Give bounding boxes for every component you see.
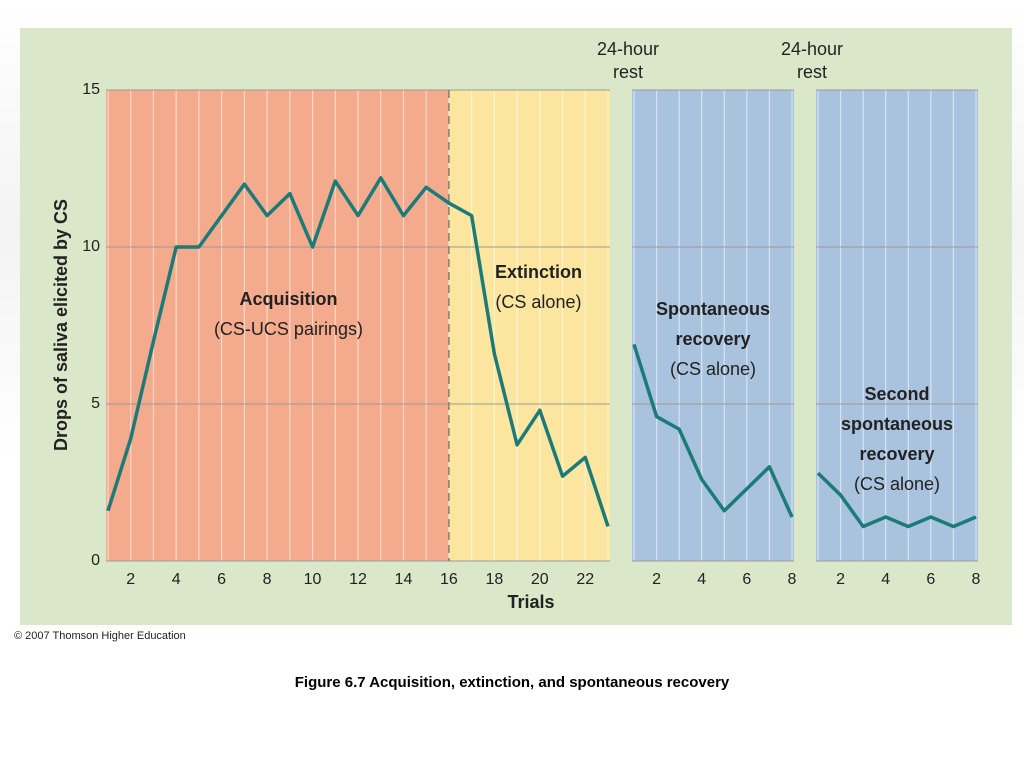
x-tick-label: 2: [126, 571, 135, 588]
y-tick-label: 0: [91, 552, 100, 569]
x-tick-label: 12: [349, 571, 367, 588]
x-tick-label: 6: [926, 571, 935, 588]
x-tick-label: 6: [217, 571, 226, 588]
y-axis-label: Drops of saliva elicited by CS: [51, 199, 71, 451]
region-note: (CS-UCS pairings): [214, 319, 363, 339]
caption: Figure 6.7 Acquisition, extinction, and …: [295, 674, 730, 691]
x-tick-label: 4: [697, 571, 706, 588]
region-title: recovery: [675, 329, 750, 349]
region-note: (CS alone): [670, 359, 756, 379]
x-tick-label: 20: [531, 571, 549, 588]
rest-label: 24-hour: [781, 39, 843, 59]
region-note: (CS alone): [495, 292, 581, 312]
region-title: Acquisition: [239, 289, 337, 309]
x-tick-label: 4: [881, 571, 890, 588]
region-title: Spontaneous: [656, 299, 770, 319]
x-tick-label: 2: [652, 571, 661, 588]
x-tick-label: 14: [395, 571, 413, 588]
x-tick-label: 4: [172, 571, 181, 588]
copyright: © 2007 Thomson Higher Education: [14, 630, 186, 642]
x-tick-label: 8: [788, 571, 797, 588]
region-note: (CS alone): [854, 474, 940, 494]
rest-label: 24-hour: [597, 39, 659, 59]
x-tick-label: 2: [836, 571, 845, 588]
y-tick-label: 10: [82, 238, 100, 255]
x-tick-label: 18: [485, 571, 503, 588]
region-title: recovery: [859, 444, 934, 464]
region-title: Extinction: [495, 262, 582, 282]
region-background: [448, 90, 610, 561]
x-tick-label: 10: [304, 571, 322, 588]
x-axis-label: Trials: [507, 592, 554, 612]
rest-label: rest: [613, 62, 643, 82]
region-background: [106, 90, 449, 561]
x-tick-label: 6: [742, 571, 751, 588]
region-title: spontaneous: [841, 414, 953, 434]
x-tick-label: 8: [263, 571, 272, 588]
y-tick-label: 5: [91, 395, 100, 412]
x-tick-label: 8: [972, 571, 981, 588]
data-line: [816, 471, 977, 529]
region-title: Second: [864, 384, 929, 404]
data-line: [632, 343, 794, 518]
data-line: [106, 176, 610, 528]
x-tick-label: 22: [576, 571, 594, 588]
x-tick-label: 16: [440, 571, 458, 588]
region-background: [632, 90, 794, 561]
y-tick-label: 15: [82, 81, 100, 98]
rest-label: rest: [797, 62, 827, 82]
region-background: [816, 90, 978, 561]
